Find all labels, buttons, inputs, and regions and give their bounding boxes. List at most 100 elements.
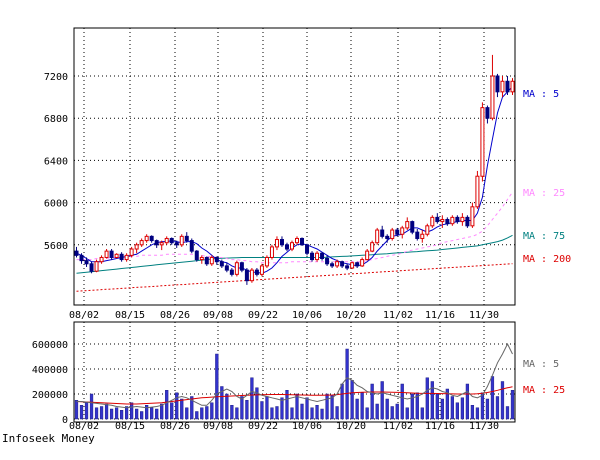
candle-body (340, 261, 345, 267)
candle-body (495, 75, 500, 93)
candle (99, 255, 104, 264)
candle (505, 76, 510, 95)
volume-y-axis: 0 200000 400000 600000 (32, 340, 68, 426)
candle (455, 215, 460, 224)
volume-bar (255, 387, 259, 420)
price-ma25-label: MA : 25 (523, 188, 565, 199)
candle (380, 225, 385, 239)
volume-bar (430, 381, 434, 420)
price-plot-frame (73, 27, 516, 306)
footer-brand: Infoseek Money (2, 432, 95, 445)
candle-body (415, 231, 420, 239)
candle (204, 256, 209, 266)
candle-body (365, 250, 370, 261)
price-x-axis: 08/02 08/15 08/26 09/08 09/22 10/06 10/20 11/02… (69, 310, 499, 321)
candle-body (310, 252, 315, 261)
candle (284, 242, 289, 252)
candle-body (475, 175, 480, 208)
volume-bar (465, 383, 470, 420)
candle (445, 217, 450, 226)
candle-body (440, 218, 445, 223)
volume-bar (215, 353, 219, 420)
volume-bar (205, 406, 209, 420)
candle (269, 244, 274, 260)
candle-body (430, 216, 435, 227)
volume-grid (73, 321, 516, 423)
volume-x-tick-label: 08/02 (69, 421, 99, 432)
candle-body (179, 235, 184, 246)
volume-bar (445, 388, 449, 420)
volume-bar (510, 390, 515, 420)
candle (139, 238, 144, 247)
candle-body (345, 265, 350, 269)
candle (179, 234, 184, 247)
volume-bar (150, 407, 154, 420)
candle (214, 256, 219, 265)
volume-bar (490, 376, 495, 420)
candle (470, 202, 475, 228)
candle (119, 252, 124, 262)
volume-plot-frame (73, 321, 516, 423)
candle-body (289, 242, 294, 250)
candle (490, 54, 495, 121)
candle (375, 227, 380, 245)
volume-bar (475, 407, 480, 420)
candle (495, 73, 500, 98)
candle-body (209, 256, 214, 265)
volume-bar (109, 408, 114, 420)
candle-body (79, 254, 84, 262)
volume-ma25-label: MA : 25 (523, 385, 565, 396)
candle (310, 251, 315, 262)
volume-bar (415, 392, 419, 420)
volume-bar (290, 407, 294, 420)
candle (224, 262, 229, 273)
candle (109, 249, 114, 260)
candle (274, 236, 279, 251)
candle (320, 252, 325, 261)
volume-bar (355, 398, 359, 420)
volume-bar (265, 396, 269, 420)
candle (500, 76, 505, 98)
price-x-tick-label: 11/30 (469, 310, 499, 321)
candle-body (395, 229, 400, 235)
volume-bar (385, 398, 389, 420)
candle-body (169, 237, 174, 244)
candle-body (425, 225, 430, 235)
candle (164, 236, 169, 245)
volume-bar (375, 403, 379, 420)
candle-body (320, 252, 325, 260)
volume-moving-averages (76, 342, 513, 409)
candle (330, 261, 335, 269)
candle (370, 240, 375, 253)
volume-bar (175, 392, 179, 420)
candle-body (134, 244, 139, 250)
candle-body (335, 261, 340, 267)
candle (485, 105, 490, 124)
candle (425, 223, 430, 237)
candle-body (445, 218, 450, 225)
candle (184, 232, 189, 243)
candle (239, 261, 244, 273)
candle-body (224, 265, 229, 271)
volume-bar (300, 403, 304, 420)
price-grid (73, 27, 516, 306)
volume-bar (450, 396, 454, 420)
candle (254, 268, 259, 277)
volume-bar (455, 402, 459, 420)
candle (510, 78, 515, 95)
candle (350, 261, 355, 270)
price-x-tick-label: 10/20 (336, 310, 366, 321)
volume-bars (74, 348, 515, 420)
candle-body (380, 229, 385, 237)
volume-bar (230, 405, 234, 420)
volume-bar (350, 380, 354, 420)
volume-bar (104, 403, 109, 420)
price-panel: 5600 6000 6400 6800 7200 08/02 08/15 08/26 09/0… (44, 27, 571, 321)
volume-bar (250, 377, 254, 420)
volume-bar (495, 396, 500, 420)
volume-bar (280, 397, 284, 420)
candle-body (144, 235, 149, 242)
candle-body (129, 248, 134, 256)
candle (94, 259, 99, 273)
candle (124, 253, 129, 262)
